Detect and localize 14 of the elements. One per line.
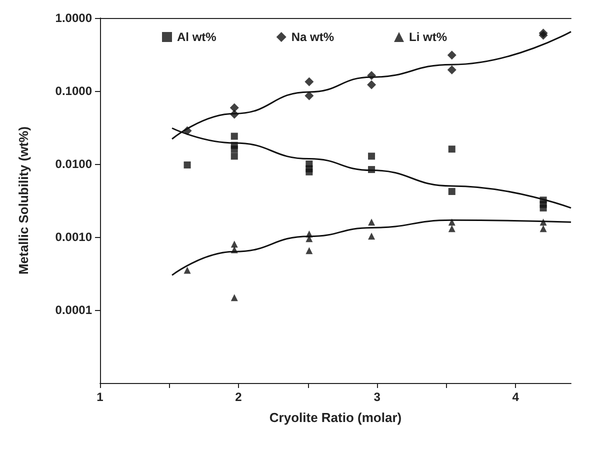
y-tick-label: 0.1000 xyxy=(55,84,92,98)
y-tick-label: 0.0100 xyxy=(55,157,92,171)
x-tick-label: 1 xyxy=(96,390,104,404)
y-tick-label: 0.0001 xyxy=(55,303,92,317)
x-tick-label: 4 xyxy=(512,390,520,404)
y-tick-label: 1.0000 xyxy=(55,11,92,25)
y-axis-title: Metallic Solubility (wt%) xyxy=(16,126,31,275)
x-tick-label: 3 xyxy=(374,390,381,404)
y-tick-label: 0.0010 xyxy=(55,230,92,244)
legend-label: Al wt% xyxy=(176,30,217,44)
x-tick-label: 2 xyxy=(235,390,242,404)
legend-label: Na wt% xyxy=(291,30,334,44)
legend-label: Li wt% xyxy=(409,30,448,44)
x-axis-title: Cryolite Ratio (molar) xyxy=(269,410,402,425)
